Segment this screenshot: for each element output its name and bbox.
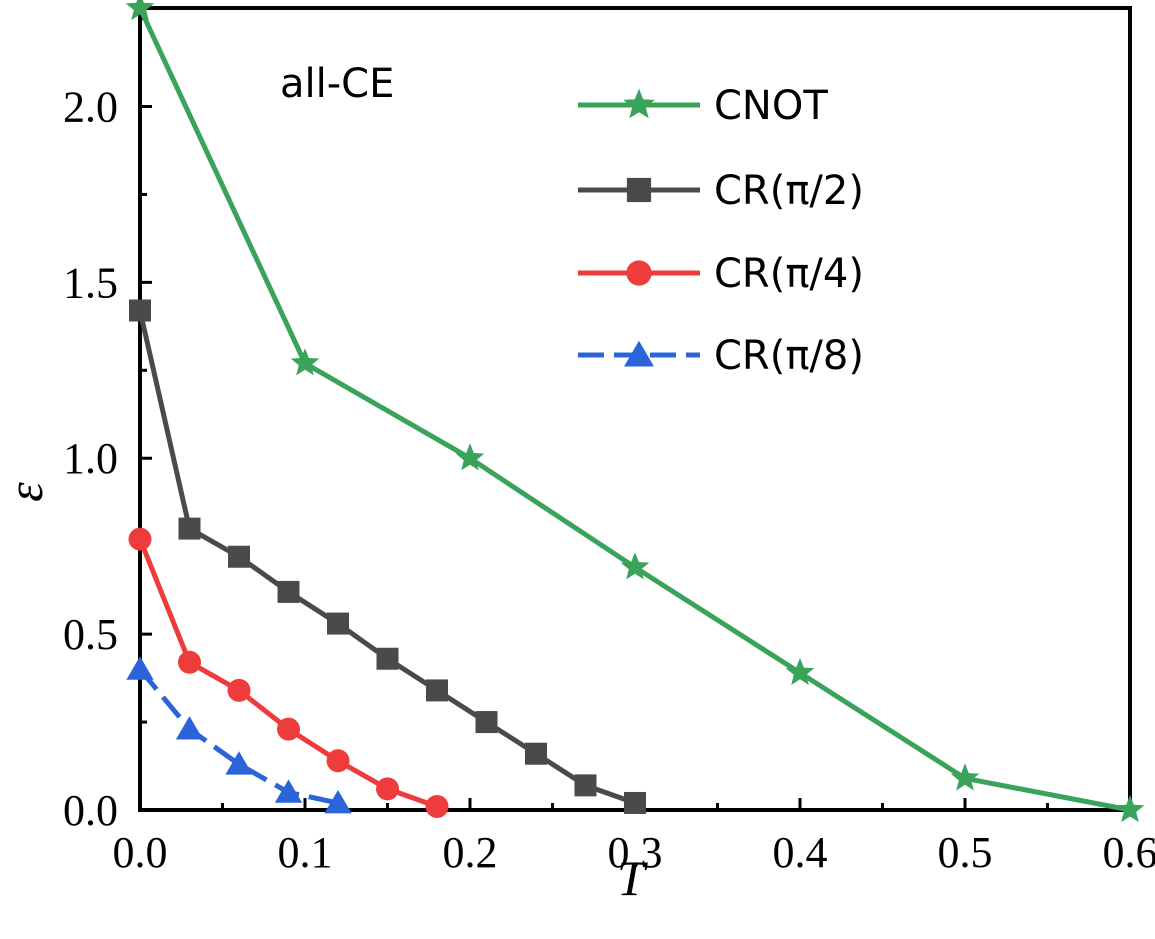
series-1 <box>129 299 646 814</box>
legend-label: CR(π/2) <box>714 168 864 214</box>
circle-marker <box>178 650 201 674</box>
x-tick-label: 0.2 <box>443 828 498 877</box>
legend-item: CR(π/4) <box>578 251 864 297</box>
y-tick-label: 0.0 <box>63 786 118 835</box>
star-marker <box>455 443 485 471</box>
square-marker <box>228 545 250 568</box>
circle-marker <box>128 527 152 551</box>
star-marker <box>785 657 815 685</box>
series-0 <box>125 0 1145 823</box>
square-marker <box>178 517 201 540</box>
x-tick-label: 0.1 <box>278 828 333 877</box>
star-marker <box>950 763 980 791</box>
y-tick-label: 1.0 <box>63 434 118 483</box>
square-marker <box>327 612 349 635</box>
x-tick-label: 0.6 <box>1103 828 1155 877</box>
series-3 <box>126 656 352 814</box>
square-marker <box>129 299 151 322</box>
x-tick-label: 0.4 <box>773 828 828 877</box>
star-marker <box>125 0 155 21</box>
circle-marker <box>326 749 350 773</box>
x-tick-label: 0.0 <box>113 828 168 877</box>
square-marker <box>426 679 448 702</box>
square-marker <box>624 791 646 814</box>
star-marker <box>1115 795 1145 823</box>
annotation-label: all-CE <box>280 61 394 107</box>
series-layer <box>125 0 1145 823</box>
series-line <box>138 667 339 806</box>
square-marker <box>574 774 597 797</box>
legend: CNOT CR(π/2) CR(π/4) CR(π/8) <box>578 83 864 379</box>
series-line <box>137 538 438 809</box>
star-marker <box>623 88 655 119</box>
y-tick-label: 2.0 <box>63 82 118 131</box>
legend-label: CNOT <box>714 83 828 129</box>
triangle-marker <box>623 340 655 367</box>
circle-marker <box>277 717 300 741</box>
circle-marker <box>227 678 251 702</box>
star-marker <box>290 348 320 376</box>
circle-marker <box>425 794 449 818</box>
y-axis-title: ε <box>0 482 53 502</box>
axis-ticks <box>138 17 1132 812</box>
y-tick-label: 1.5 <box>63 258 118 307</box>
square-marker <box>376 647 399 670</box>
x-tick-label: 0.3 <box>608 828 663 877</box>
square-marker <box>277 580 300 603</box>
legend-label: CR(π/4) <box>714 251 864 297</box>
star-marker <box>620 552 650 580</box>
plot-frame <box>138 6 1132 812</box>
axis-tick-labels: 0.0 0.1 0.2 0.3 0.4 0.5 0.6 0.0 0.5 1.0 1.5 2.0 <box>63 82 1155 877</box>
triangle-marker <box>126 656 154 680</box>
triangle-marker <box>274 779 303 803</box>
legend-item: CR(π/8) <box>578 333 864 379</box>
y-tick-label: 0.5 <box>63 610 118 659</box>
triangle-marker <box>324 789 352 814</box>
circle-marker <box>626 260 652 286</box>
square-marker <box>475 711 498 734</box>
series-line <box>137 6 1131 813</box>
triangle-marker <box>175 716 204 740</box>
triangle-marker <box>225 751 253 775</box>
series-line <box>137 309 636 806</box>
square-marker <box>626 177 652 203</box>
series-2 <box>128 527 449 818</box>
x-axis-title: T <box>617 850 648 906</box>
square-marker <box>525 742 547 765</box>
x-tick-label: 0.5 <box>938 828 993 877</box>
legend-item: CR(π/2) <box>578 168 864 214</box>
legend-label: CR(π/8) <box>714 333 864 379</box>
circle-marker <box>376 777 399 801</box>
legend-item: CNOT <box>578 83 828 129</box>
